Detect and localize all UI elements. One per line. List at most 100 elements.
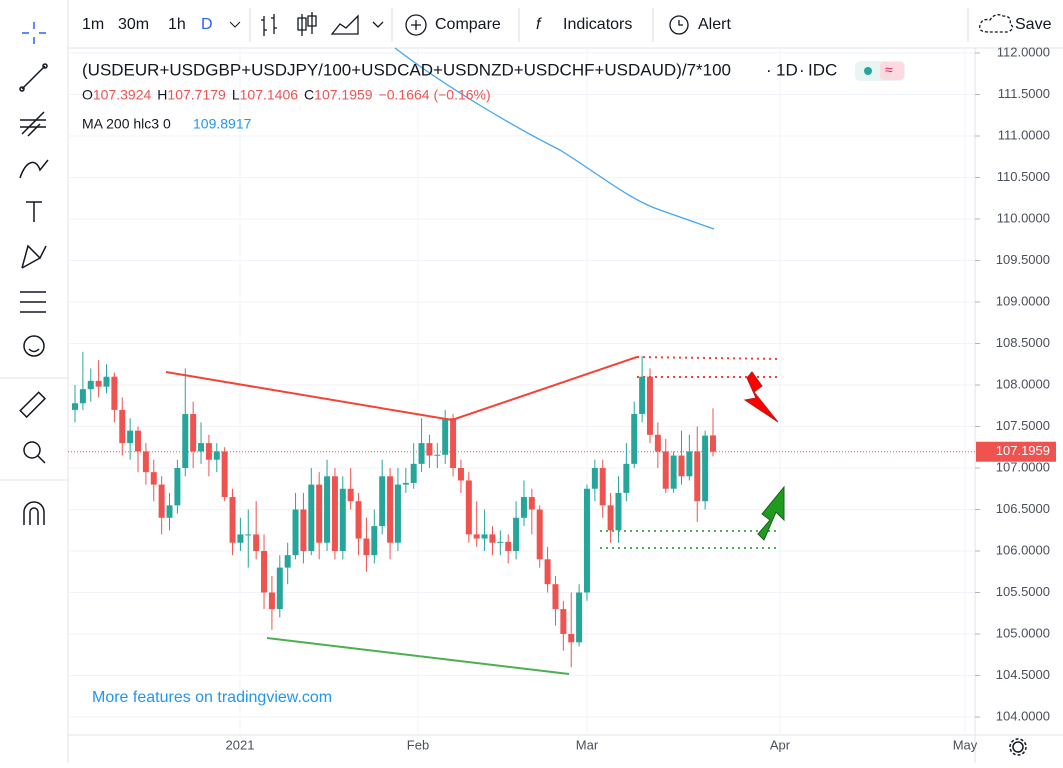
brush-tool[interactable] (19, 159, 49, 179)
x-tick-label: 2021 (226, 737, 255, 752)
y-tick-label: 107.5000 (996, 418, 1050, 433)
y-tick-label: 111.5000 (998, 86, 1050, 101)
candle-body (198, 443, 205, 452)
candle-body (308, 484, 315, 551)
candle-body (410, 463, 417, 483)
candle-body (300, 509, 307, 551)
candle-body (127, 430, 134, 444)
symbol-interval: 1D (776, 60, 798, 79)
candle-body (221, 451, 228, 498)
ma-value: 109.8917 (193, 116, 252, 132)
bars-style[interactable] (261, 14, 277, 36)
candle-body (670, 455, 677, 489)
candle-body (371, 526, 378, 556)
prediction-tool[interactable] (20, 291, 46, 313)
ohlc-value: 107.1406 (240, 87, 299, 103)
alert-button[interactable]: Alert (698, 16, 731, 33)
ohlc-label: C (304, 87, 314, 103)
ruler-tool[interactable] (19, 391, 47, 419)
up-arrow[interactable] (757, 485, 785, 541)
candle-body (520, 497, 527, 518)
candle-body (457, 468, 464, 481)
trend-line[interactable] (165, 356, 638, 422)
candle-body (95, 380, 102, 387)
y-tick-label: 110.0000 (997, 210, 1050, 225)
zoom-tool[interactable] (23, 441, 46, 464)
down-arrow[interactable] (743, 371, 779, 423)
candle-body (513, 517, 520, 551)
interval-button[interactable]: D (201, 16, 213, 33)
status-badge (880, 62, 904, 80)
y-tick-label: 111.0000 (998, 127, 1050, 142)
candle-body (544, 559, 551, 585)
candle-body (694, 451, 701, 502)
ohlc-label: O (82, 87, 93, 103)
area-style[interactable] (330, 14, 359, 35)
candle-body (103, 376, 110, 387)
candle-body (79, 389, 86, 404)
y-tick-label: 112.0000 (997, 44, 1050, 59)
candle-body (324, 476, 331, 543)
x-tick-label: May (953, 737, 978, 752)
save-button[interactable]: Save (1015, 16, 1052, 33)
legend-separator: · (766, 60, 772, 79)
candle-body (190, 414, 197, 452)
fib-tool[interactable] (20, 111, 46, 137)
interval-dropdown[interactable] (229, 21, 241, 28)
legend-separator: · (799, 60, 805, 79)
candle-body (465, 480, 472, 535)
crosshair-tool[interactable] (22, 22, 46, 44)
interval-button[interactable]: 30m (118, 16, 149, 33)
candle-body (678, 455, 685, 477)
candle-body (418, 443, 425, 464)
candle-body (607, 505, 614, 531)
pattern-tool[interactable] (21, 244, 47, 269)
y-tick-label: 109.0000 (996, 293, 1050, 308)
style-dropdown[interactable] (372, 21, 384, 28)
magnet-tool[interactable] (23, 501, 45, 525)
candle-body (639, 376, 646, 415)
x-tick-label: Feb (407, 737, 429, 752)
candle-body (599, 468, 606, 506)
candles-style[interactable] (297, 12, 317, 36)
candle-body (426, 443, 433, 456)
candle-body (87, 380, 94, 390)
candle-body (646, 376, 653, 435)
interval-button[interactable]: 1m (82, 16, 104, 33)
candle-body (505, 541, 512, 551)
ohlc-value: 107.1959 (314, 87, 373, 103)
candle-body (166, 505, 173, 518)
text-tool[interactable] (26, 201, 42, 222)
status-icon: ≈ (885, 62, 893, 78)
symbol-title: (USDEUR+USDGBP+USDJPY/100+USDCAD+USDNZD+… (82, 60, 731, 79)
candle-body (229, 497, 236, 543)
indicators-button[interactable]: Indicators (563, 16, 632, 33)
ohlc-label: H (157, 87, 167, 103)
candle-body (276, 567, 283, 610)
candle-body (316, 484, 323, 543)
candle-body (442, 418, 449, 455)
watermark-link[interactable]: More features on tradingview.com (92, 689, 332, 706)
axes: 104.0000 104.5000 105.0000 105.5000 106.0000… (226, 44, 1056, 752)
emoji-tool[interactable] (23, 335, 45, 357)
candle-body (119, 409, 126, 444)
change-value: −0.1664 (−0.16%) (379, 87, 491, 103)
compare-button[interactable]: Compare (435, 16, 501, 33)
candle-body (111, 376, 118, 410)
candle-body (576, 592, 583, 643)
interval-button[interactable]: 1h (168, 16, 186, 33)
last-price-box (976, 441, 1056, 462)
settings-icon[interactable] (1009, 738, 1027, 756)
candle-body (363, 538, 370, 556)
trend-line-tool[interactable] (19, 63, 48, 92)
trend-line[interactable] (266, 637, 570, 675)
candle-body (450, 418, 457, 468)
candle-body (481, 534, 488, 539)
candle-body (615, 492, 622, 531)
y-tick-label: 104.0000 (996, 708, 1050, 723)
candle-body (261, 551, 268, 593)
fx-icon: f (536, 16, 542, 33)
candle-body (686, 451, 693, 477)
candle-body (497, 541, 504, 543)
